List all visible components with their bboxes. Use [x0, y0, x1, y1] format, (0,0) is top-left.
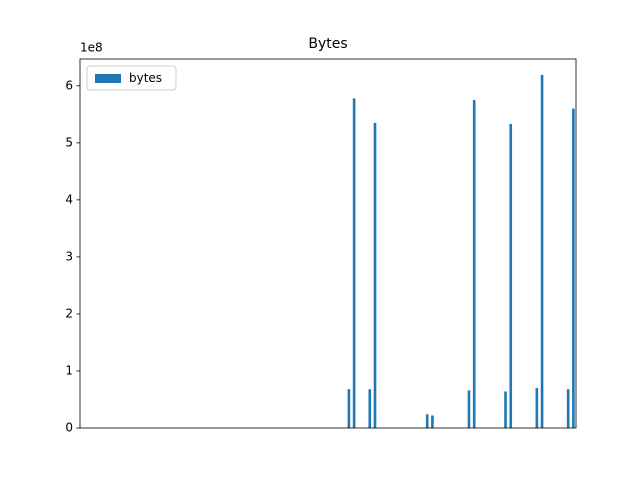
y-tick-label: 4 [65, 192, 73, 206]
y-tick-label: 6 [65, 78, 73, 92]
bar [347, 389, 351, 428]
y-tick-label: 5 [65, 135, 73, 149]
bar [472, 100, 476, 429]
y-tick-label: 2 [65, 306, 73, 320]
legend-box [86, 65, 177, 91]
bar [535, 388, 539, 428]
bar [540, 74, 544, 428]
y-offset-label: 1e8 [80, 41, 103, 55]
bar [566, 389, 570, 428]
bar [373, 122, 377, 429]
y-tick-label: 3 [65, 249, 73, 263]
bar [431, 415, 434, 428]
chart-title: Bytes [308, 36, 347, 52]
plot-frame [79, 58, 577, 429]
bar [352, 98, 356, 429]
bar [509, 124, 513, 428]
legend-label: bytes [129, 71, 162, 85]
bar [368, 389, 372, 428]
legend-swatch [95, 74, 121, 83]
y-tick-label: 0 [65, 421, 73, 435]
bar [504, 391, 507, 428]
y-tick-label: 1 [65, 363, 73, 377]
bar [425, 414, 429, 428]
bar [467, 390, 471, 428]
bar [572, 108, 575, 429]
